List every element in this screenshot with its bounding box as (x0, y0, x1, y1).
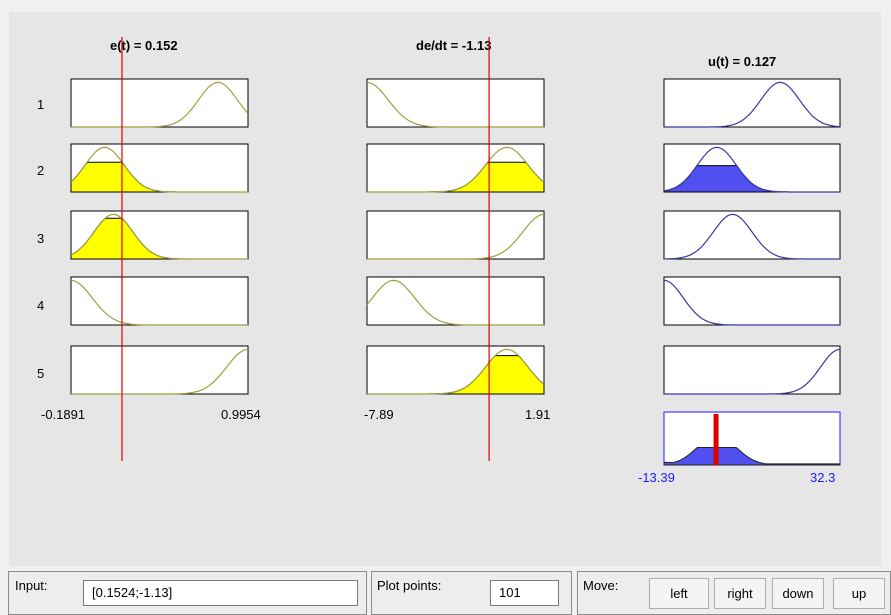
input2-rule-1-box (366, 78, 545, 128)
input1-title: e(t) = 0.152 (110, 38, 178, 53)
rule-number-5: 5 (37, 366, 45, 381)
output-range-min: -13.39 (638, 470, 675, 485)
output-rule-3-box (663, 210, 841, 260)
output-rule-1-box (663, 78, 841, 128)
input1-range-min: -0.1891 (41, 407, 86, 422)
input2-rule-5-mf-curve (367, 348, 545, 395)
input2-rule-3-mf-curve (367, 213, 545, 260)
output-title: u(t) = 0.127 (708, 54, 777, 69)
input1-rule-2-mf-curve (70, 146, 248, 193)
rule-plot-area: e(t) = 0.152 de/dt = -1.13 u(t) = 0.127 … (9, 12, 881, 566)
input1-rule-5-mf-curve (71, 348, 249, 395)
input2-title: de/dt = -1.13 (416, 38, 492, 53)
rule-number-3: 3 (37, 231, 45, 246)
move-label: Move: (583, 578, 619, 593)
input1-rule-1-box (70, 78, 249, 128)
move-panel: Move: left right down up (577, 571, 891, 615)
input-label: Input: (15, 578, 48, 593)
move-left-button[interactable]: left (649, 578, 709, 609)
input2-range-min: -7.89 (364, 407, 394, 422)
input2-rule-4-box (366, 276, 545, 326)
input1-rule-1-mf-curve (71, 81, 249, 128)
output-rule-4-box (663, 276, 841, 326)
input1-rule-4-box (70, 276, 249, 326)
output-range-max: 32.3 (810, 470, 836, 485)
input1-rule-4-mf-curve (70, 279, 248, 326)
output-aggregate-area (663, 447, 841, 466)
output-rule-3-mf-curve (664, 213, 840, 260)
plot-points-label: Plot points: (377, 578, 442, 593)
rule-number-4: 4 (37, 298, 45, 313)
membership-plots (70, 37, 841, 466)
input1-rule-5-box (70, 345, 249, 395)
plot-points-panel: Plot points: 101 (371, 571, 572, 615)
input2-rule-2-mf-curve (367, 146, 545, 193)
output-rule-4-mf-curve (663, 279, 840, 326)
input-panel: Input: [0.1524;-1.13] (8, 571, 367, 615)
rule-number-2: 2 (37, 163, 45, 178)
input1-rule-3-mf-curve (70, 213, 248, 260)
input-field[interactable]: [0.1524;-1.13] (83, 580, 358, 606)
input2-rule-4-mf-curve (366, 279, 544, 326)
input2-range-max: 1.91 (525, 407, 551, 422)
move-right-button[interactable]: right (714, 578, 766, 609)
plot-points-field[interactable]: 101 (490, 580, 559, 606)
move-up-button[interactable]: up (833, 578, 885, 609)
input2-rule-3-box (366, 210, 545, 260)
output-rule-5-mf-curve (664, 348, 841, 395)
move-down-button[interactable]: down (772, 578, 824, 609)
output-rule-2-mf-curve (663, 146, 840, 193)
rule-number-1: 1 (37, 97, 45, 112)
input1-range-max: 0.9954 (221, 407, 261, 422)
output-rule-1-mf-curve (664, 81, 841, 128)
output-rule-5-box (663, 345, 841, 395)
input2-rule-1-mf-curve (366, 81, 544, 128)
